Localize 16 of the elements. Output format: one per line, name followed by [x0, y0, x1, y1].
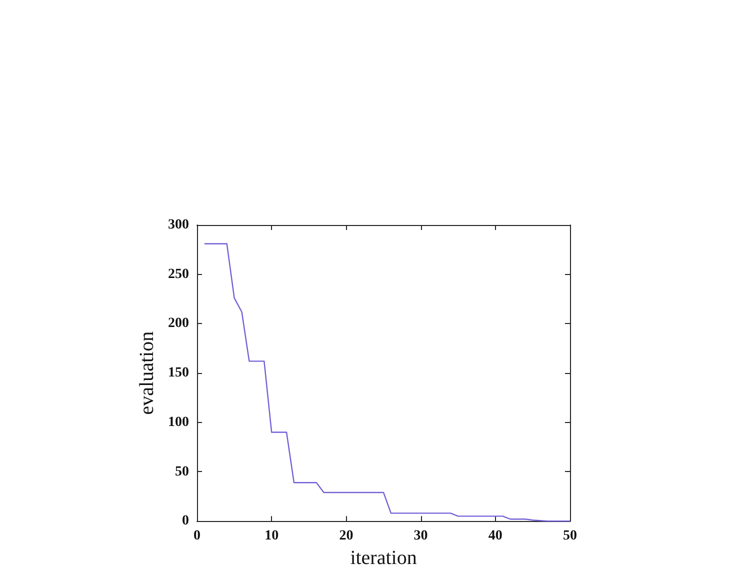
y-tick-label: 200 — [168, 316, 189, 332]
x-axis-title: iteration — [350, 547, 417, 569]
y-tick-label: 250 — [168, 266, 189, 282]
y-tick-label: 50 — [175, 464, 189, 480]
line-series — [204, 243, 571, 522]
y-tick-label: 150 — [168, 366, 189, 381]
y-tick-label: 300 — [168, 218, 189, 232]
x-tick-label: 10 — [264, 528, 279, 544]
x-tick-label: 40 — [488, 528, 502, 544]
y-tick-label: 100 — [168, 414, 189, 430]
x-tick-label: 0 — [194, 528, 200, 544]
x-tick-label: 20 — [339, 528, 354, 544]
y-axis-title: evaluation — [136, 331, 158, 415]
x-tick-label: 30 — [414, 528, 428, 544]
y-tick-label: 0 — [182, 514, 189, 529]
x-tick-label: 50 — [563, 528, 577, 544]
